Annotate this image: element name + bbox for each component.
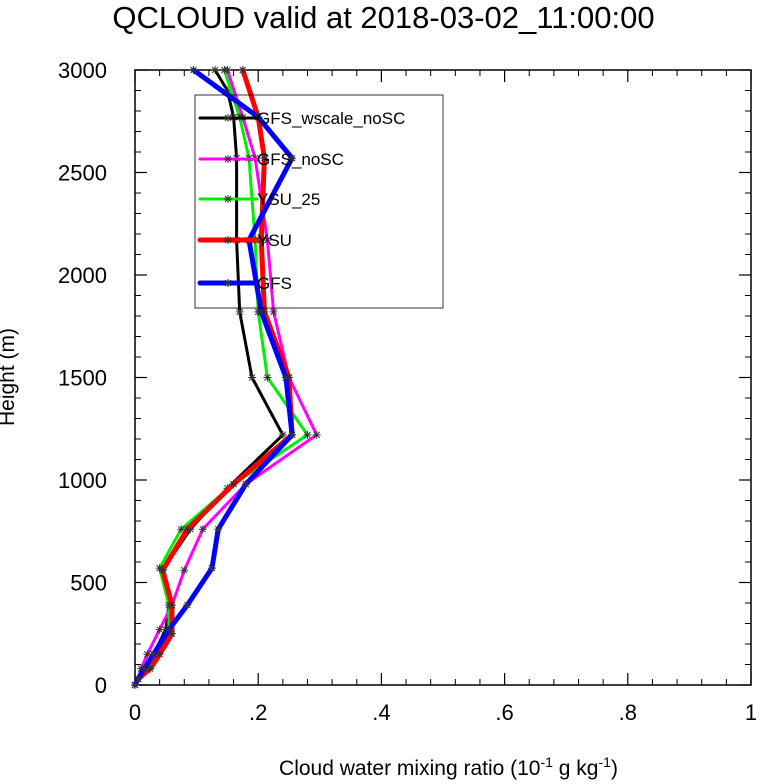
data-point-gfs-wscale-nosc (223, 86, 232, 95)
legend-marker-gfs (224, 279, 232, 287)
x-axis-label-close: ) (610, 757, 618, 780)
data-point-gfs (288, 154, 297, 163)
data-point-ysu-25 (263, 373, 272, 382)
legend-marker-gfs-nosc (224, 155, 232, 163)
data-point-ysu (155, 650, 164, 659)
data-point-ysu-25 (303, 430, 312, 439)
data-point-gfs-nosc (155, 625, 164, 634)
chart-title: QCLOUD valid at 2018-03-02_11:00:00 (112, 0, 655, 35)
data-point-ysu (229, 480, 238, 489)
series-layer (131, 66, 321, 689)
data-point-gfs-nosc (143, 650, 152, 659)
y-tick-label: 500 (70, 571, 107, 596)
x-tick-label: .2 (249, 700, 267, 725)
data-point-ysu (158, 566, 167, 575)
data-point-gfs (189, 66, 198, 74)
data-point-gfs-nosc (180, 566, 189, 575)
data-point-ysu (183, 525, 192, 534)
data-point-ysu (167, 601, 176, 610)
data-point-ysu-25 (155, 564, 164, 573)
series-line-gfs (132, 67, 295, 688)
legend-marker-ysu (224, 236, 232, 244)
x-axis-label-exponent-2: -1 (598, 754, 611, 770)
data-point-gfs-nosc (198, 525, 207, 534)
y-tick-label: 3000 (58, 58, 107, 83)
data-point-gfs (183, 601, 192, 610)
y-tick-label: 1500 (58, 366, 107, 391)
legend-label-ysu: YSU (257, 231, 292, 250)
data-point-gfs-wscale-nosc (248, 373, 257, 382)
series-line-ysu (132, 67, 295, 688)
data-point-gfs-nosc (263, 236, 272, 245)
data-point-gfs-wscale-nosc (278, 430, 287, 439)
legend-marker-ysu-25 (224, 195, 232, 203)
data-point-gfs (140, 664, 149, 673)
data-point-gfs (281, 373, 290, 382)
series-gfs (131, 66, 297, 689)
data-point-ysu (260, 154, 269, 163)
legend-label-gfs: GFS (257, 274, 292, 293)
legend-label-ysu-25: YSU_25 (257, 190, 320, 209)
data-point-ysu (257, 236, 266, 245)
x-axis-label-main: Cloud water mixing ratio (10 (279, 757, 541, 780)
data-point-ysu (146, 664, 155, 673)
data-point-gfs-nosc (312, 430, 321, 439)
x-axis-label-exponent-1: -1 (540, 754, 553, 770)
data-point-gfs (288, 430, 297, 439)
legend-label-gfs-wscale-nosc: GFS_wscale_noSC (257, 109, 405, 128)
data-point-gfs (164, 625, 173, 634)
legend-label-gfs-nosc: GFS_noSC (257, 150, 344, 169)
x-axis-label-unit: g kg (552, 757, 599, 780)
y-tick-label: 2000 (58, 263, 107, 288)
axis-ticks: 0 .2 .4 .6 .8 1 0 500 1000 1500 2000 2500 3000 (58, 58, 757, 725)
data-point-gfs (149, 650, 158, 659)
data-point-gfs-wscale-nosc (211, 66, 220, 74)
legend: GFS_wscale_noSC GFS_noSC YSU_25 YSU GFS (194, 94, 444, 309)
y-tick-label: 0 (95, 673, 107, 698)
data-point-ysu-25 (220, 66, 229, 74)
y-tick-label: 1000 (58, 468, 107, 493)
x-axis-label: Cloud water mixing ratio (10-1 g kg-1) (0, 754, 767, 781)
data-point-gfs (241, 480, 250, 489)
legend-box (194, 94, 444, 309)
data-point-ysu (238, 66, 247, 74)
data-point-gfs (134, 674, 143, 683)
x-tick-label: .8 (619, 700, 637, 725)
data-point-ysu-25 (177, 525, 186, 534)
data-point-gfs (257, 307, 266, 316)
data-point-gfs-nosc (269, 307, 278, 316)
y-tick-label: 2500 (58, 161, 107, 186)
x-tick-label: 0 (129, 700, 141, 725)
data-point-gfs-wscale-nosc (235, 307, 244, 316)
x-tick-label: .6 (495, 700, 513, 725)
x-tick-label: 1 (745, 700, 757, 725)
data-point-gfs (208, 564, 216, 573)
data-point-ysu (167, 629, 176, 638)
data-point-gfs (214, 525, 223, 534)
data-point-gfs (131, 681, 139, 689)
legend-marker-gfs-wscale-nosc (224, 114, 232, 122)
x-tick-label: .4 (372, 700, 390, 725)
